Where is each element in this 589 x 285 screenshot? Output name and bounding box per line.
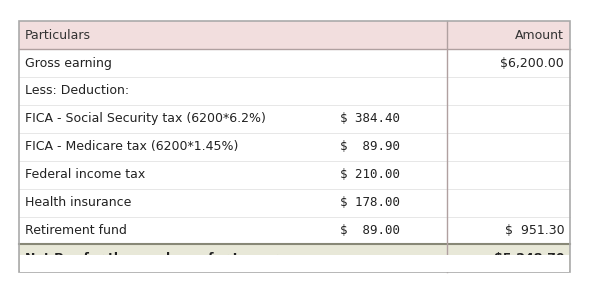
- Text: $ 384.40: $ 384.40: [340, 112, 400, 125]
- Text: Health insurance: Health insurance: [25, 196, 131, 209]
- FancyBboxPatch shape: [19, 189, 570, 217]
- Text: $5,248.70: $5,248.70: [494, 252, 564, 265]
- Text: Less: Deduction:: Less: Deduction:: [25, 84, 129, 97]
- Text: Federal income tax: Federal income tax: [25, 168, 145, 181]
- FancyBboxPatch shape: [19, 49, 570, 77]
- Text: $6,200.00: $6,200.00: [501, 56, 564, 70]
- Text: FICA - Social Security tax (6200*6.2%): FICA - Social Security tax (6200*6.2%): [25, 112, 266, 125]
- FancyBboxPatch shape: [19, 255, 570, 272]
- FancyBboxPatch shape: [19, 161, 570, 189]
- FancyBboxPatch shape: [19, 105, 570, 133]
- Text: Net Pay for the employee for January: Net Pay for the employee for January: [25, 252, 286, 265]
- Text: Retirement fund: Retirement fund: [25, 224, 127, 237]
- FancyBboxPatch shape: [19, 21, 570, 49]
- FancyBboxPatch shape: [19, 77, 570, 105]
- FancyBboxPatch shape: [19, 245, 570, 272]
- Text: FICA - Medicare tax (6200*1.45%): FICA - Medicare tax (6200*1.45%): [25, 140, 238, 153]
- Text: $  951.30: $ 951.30: [505, 224, 564, 237]
- Text: $ 210.00: $ 210.00: [340, 168, 400, 181]
- Text: Particulars: Particulars: [25, 28, 91, 42]
- Text: Gross earning: Gross earning: [25, 56, 112, 70]
- FancyBboxPatch shape: [19, 217, 570, 245]
- Text: $ 178.00: $ 178.00: [340, 196, 400, 209]
- Text: Amount: Amount: [515, 28, 564, 42]
- Text: $  89.00: $ 89.00: [340, 224, 400, 237]
- FancyBboxPatch shape: [19, 133, 570, 161]
- Text: $  89.90: $ 89.90: [340, 140, 400, 153]
